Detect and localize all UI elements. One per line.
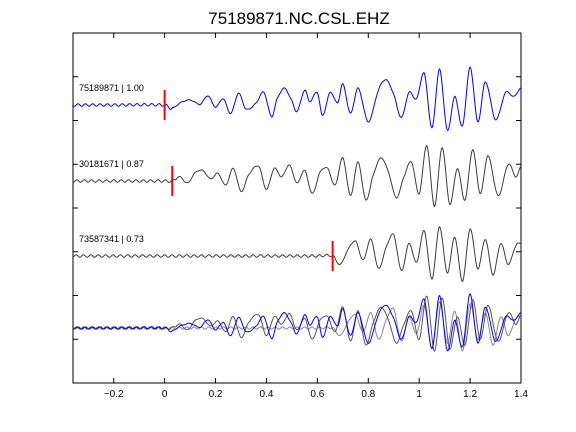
x-tick-label: 1.2 xyxy=(463,389,477,400)
x-tick-label: 0.4 xyxy=(260,389,274,400)
x-tick-label: −0.2 xyxy=(104,389,124,400)
traces-layer: 75189871 | 1.00 30181671 | 0.87 73587341 |… xyxy=(72,66,522,352)
trace-label-3: 73587341 | 0.73 xyxy=(79,234,144,244)
x-tick-label: 0.8 xyxy=(361,389,375,400)
x-tick-label: 0.6 xyxy=(310,389,324,400)
trace-line-1 xyxy=(72,66,522,131)
trace-label-1: 75189871 | 1.00 xyxy=(79,83,144,93)
axis-ticks: −0.2 0 0.2 0.4 0.6 0.8 1 1.2 1.4 xyxy=(73,33,528,400)
x-tick-label: 0 xyxy=(162,389,168,400)
x-tick-label: 1 xyxy=(416,389,422,400)
overlay-trace-3 xyxy=(72,301,522,352)
overlay-trace-1 xyxy=(72,293,522,352)
x-tick-label: 0.2 xyxy=(209,389,223,400)
x-tick-label: 1.4 xyxy=(514,389,528,400)
trace-label-2: 30181671 | 0.87 xyxy=(79,159,144,169)
trace-line-3 xyxy=(72,226,522,283)
chart-title: 75189871.NC.CSL.EHZ xyxy=(208,9,389,28)
trace-line-2 xyxy=(73,145,522,208)
